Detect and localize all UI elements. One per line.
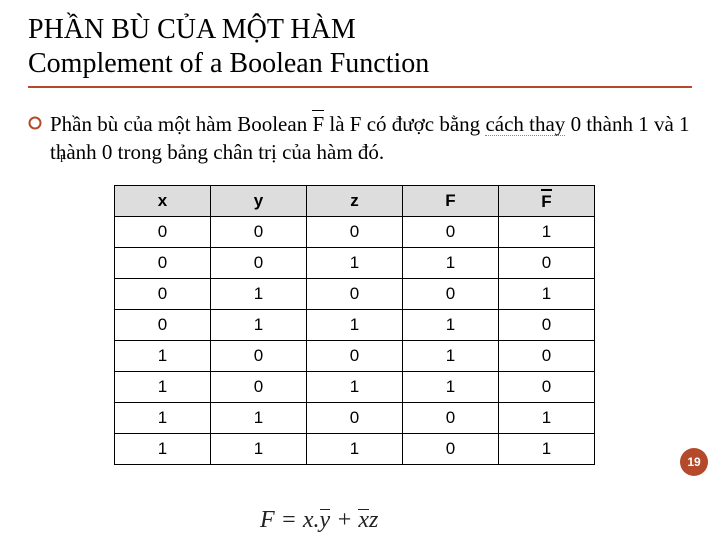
table-row: 11001 — [115, 402, 595, 433]
cell: 0 — [499, 340, 595, 371]
formula-z: z — [369, 507, 378, 533]
formula-lhs: F — [260, 507, 275, 533]
small-f: F — [60, 154, 66, 165]
formula-x1: x — [303, 507, 314, 533]
title-rule — [28, 86, 692, 88]
cell: 1 — [307, 309, 403, 340]
th-Fbar: F — [499, 185, 595, 216]
cell: 0 — [211, 216, 307, 247]
table-row: 01001 — [115, 278, 595, 309]
cell: 1 — [115, 340, 211, 371]
formula-xbar: x — [358, 507, 369, 534]
bullet-cachthay: cách thay — [485, 114, 565, 136]
table-row: 10110 — [115, 371, 595, 402]
table-body: 00001 00110 01001 01110 10010 10110 1100… — [115, 216, 595, 464]
body: Phần bù của một hàm Boolean F là F có đư… — [28, 110, 692, 465]
cell: 1 — [307, 371, 403, 402]
th-F: F — [403, 185, 499, 216]
cell: 1 — [403, 309, 499, 340]
cell: 1 — [115, 402, 211, 433]
title-line2: Complement of a Boolean Function — [28, 48, 692, 80]
table-row: 10010 — [115, 340, 595, 371]
cell: 0 — [307, 402, 403, 433]
cell: 1 — [307, 247, 403, 278]
table-row: 01110 — [115, 309, 595, 340]
table-row: 00110 — [115, 247, 595, 278]
f-bar-letter: F — [312, 112, 324, 136]
page-number: 19 — [687, 455, 700, 469]
bullet-post1: là F có được bằng — [324, 112, 485, 136]
th-Fbar-letter: F — [541, 190, 551, 212]
cell: 0 — [499, 309, 595, 340]
cell: 0 — [115, 247, 211, 278]
cell: 1 — [499, 216, 595, 247]
cell: 1 — [211, 278, 307, 309]
cell: 0 — [211, 371, 307, 402]
table-header-row: x y z F F — [115, 185, 595, 216]
cell: 1 — [115, 433, 211, 464]
cell: 0 — [499, 371, 595, 402]
page-number-badge: 19 — [680, 448, 708, 476]
th-z: z — [307, 185, 403, 216]
cell: 0 — [403, 433, 499, 464]
cell: 1 — [403, 247, 499, 278]
title-line1: PHẦN BÙ CỦA MỘT HÀM — [28, 14, 692, 46]
cell: 1 — [499, 433, 595, 464]
formula-ybar: y — [320, 507, 331, 534]
cell: 0 — [307, 216, 403, 247]
th-x: x — [115, 185, 211, 216]
cell: 0 — [403, 216, 499, 247]
formula-eq: = — [275, 507, 303, 533]
cell: 1 — [499, 278, 595, 309]
cell: 1 — [211, 309, 307, 340]
bullet-pre: Phần bù của một hàm Boolean — [50, 112, 312, 136]
cell: 1 — [403, 371, 499, 402]
cell: 0 — [211, 247, 307, 278]
cell: 0 — [403, 402, 499, 433]
bullet-text: Phần bù của một hàm Boolean F là F có đư… — [50, 110, 692, 167]
cell: 0 — [499, 247, 595, 278]
formula: F = x.y + xz — [260, 507, 378, 534]
cell: 1 — [211, 433, 307, 464]
cell: 0 — [211, 340, 307, 371]
bullet: Phần bù của một hàm Boolean F là F có đư… — [28, 110, 692, 167]
cell: 1 — [403, 340, 499, 371]
cell: 0 — [115, 216, 211, 247]
th-y: y — [211, 185, 307, 216]
f-bar: F — [312, 110, 324, 138]
table-row: 11101 — [115, 433, 595, 464]
truth-table: x y z F F 00001 00110 01001 01110 10010 … — [114, 185, 595, 465]
formula-plus: + — [330, 507, 358, 533]
cell: 0 — [403, 278, 499, 309]
cell: 1 — [307, 433, 403, 464]
cell: 1 — [115, 371, 211, 402]
cell: 1 — [211, 402, 307, 433]
bullet-icon — [28, 116, 50, 135]
cell: 0 — [115, 278, 211, 309]
cell: 1 — [499, 402, 595, 433]
cell: 0 — [307, 278, 403, 309]
cell: 0 — [115, 309, 211, 340]
cell: 0 — [307, 340, 403, 371]
table-row: 00001 — [115, 216, 595, 247]
